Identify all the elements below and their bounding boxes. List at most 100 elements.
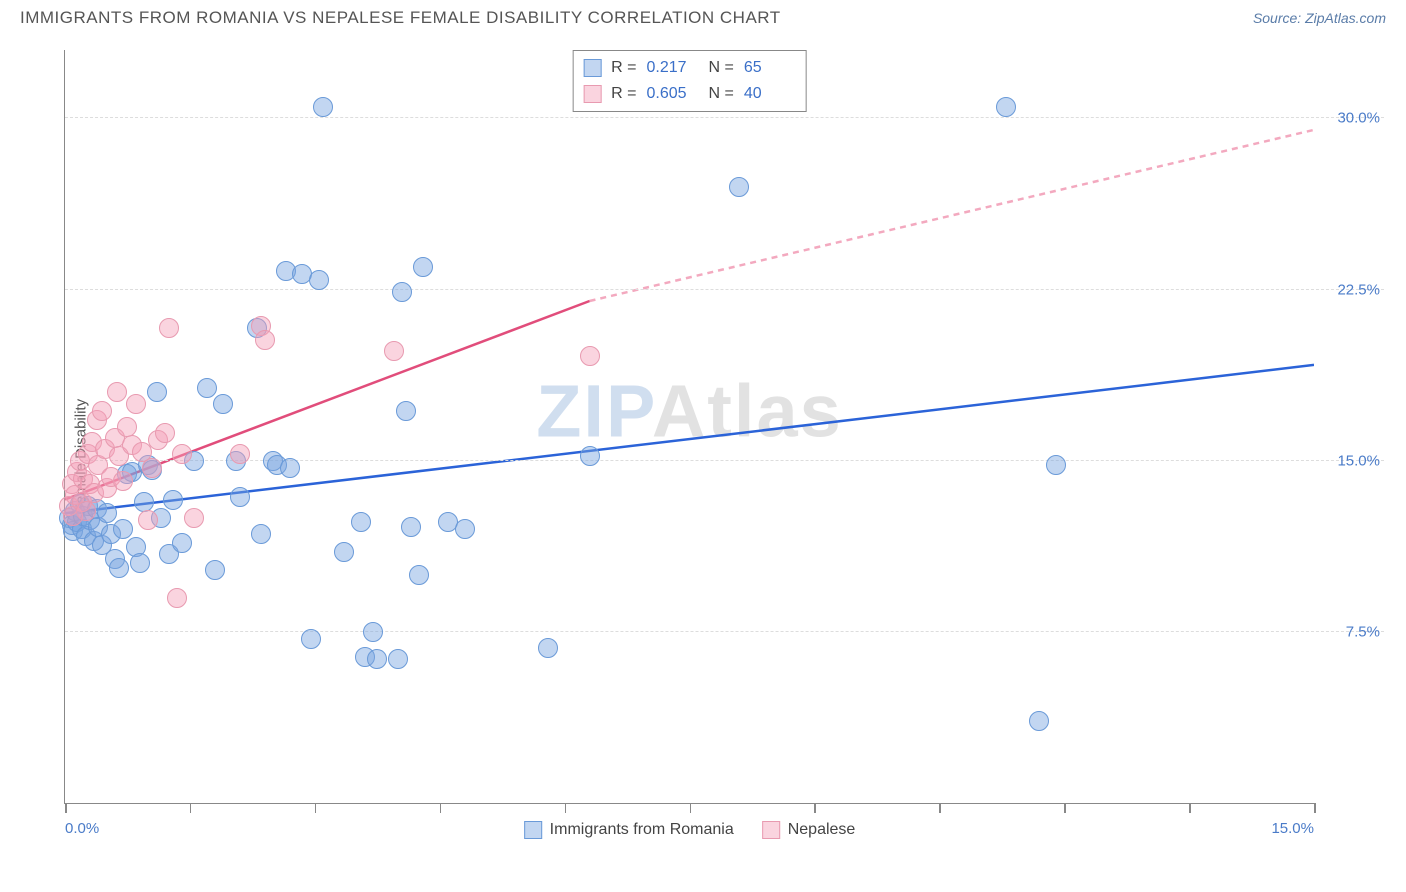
scatter-point — [130, 553, 150, 573]
stats-r-label-2: R = — [611, 85, 636, 103]
stats-row-1: R = 0.217 N = 65 — [583, 55, 796, 81]
scatter-point — [367, 649, 387, 669]
scatter-point — [392, 282, 412, 302]
legend-item-2: Nepalese — [762, 821, 856, 839]
scatter-point — [1046, 455, 1066, 475]
ytick-label: 30.0% — [1337, 110, 1380, 127]
scatter-point — [396, 401, 416, 421]
scatter-point — [996, 97, 1016, 117]
scatter-point — [113, 471, 133, 491]
scatter-point — [138, 510, 158, 530]
scatter-point — [76, 501, 96, 521]
chart-header: IMMIGRANTS FROM ROMANIA VS NEPALESE FEMA… — [0, 0, 1406, 34]
scatter-point — [147, 382, 167, 402]
scatter-point — [388, 649, 408, 669]
scatter-point — [409, 565, 429, 585]
stats-r-value-1: 0.217 — [647, 59, 699, 77]
scatter-point — [301, 629, 321, 649]
scatter-point — [1029, 711, 1049, 731]
xtick — [1064, 803, 1066, 813]
scatter-point — [455, 519, 475, 539]
scatter-point — [413, 257, 433, 277]
legend-swatch-2 — [762, 821, 780, 839]
scatter-point — [363, 622, 383, 642]
scatter-point — [92, 401, 112, 421]
gridline-h — [65, 289, 1384, 290]
legend-label-2: Nepalese — [788, 821, 856, 839]
stats-n-label-1: N = — [709, 59, 734, 77]
scatter-point — [580, 446, 600, 466]
scatter-point — [251, 524, 271, 544]
stats-r-label-1: R = — [611, 59, 636, 77]
watermark: ZIPAtlas — [536, 369, 843, 454]
scatter-point — [109, 558, 129, 578]
stats-n-value-1: 65 — [744, 59, 796, 77]
xtick — [565, 803, 567, 813]
chart-container: Female Disability ZIPAtlas R = 0.217 N =… — [20, 40, 1386, 872]
scatter-point — [401, 517, 421, 537]
scatter-point — [538, 638, 558, 658]
xtick — [1189, 803, 1191, 813]
plot-area: ZIPAtlas R = 0.217 N = 65 R = 0.605 N = … — [64, 50, 1314, 804]
ytick-label: 7.5% — [1346, 623, 1380, 640]
scatter-point — [309, 270, 329, 290]
scatter-point — [113, 519, 133, 539]
stats-row-2: R = 0.605 N = 40 — [583, 81, 796, 107]
scatter-point — [230, 444, 250, 464]
scatter-point — [197, 378, 217, 398]
gridline-h — [65, 631, 1384, 632]
scatter-point — [184, 508, 204, 528]
chart-title: IMMIGRANTS FROM ROMANIA VS NEPALESE FEMA… — [20, 8, 781, 28]
scatter-point — [213, 394, 233, 414]
scatter-point — [134, 492, 154, 512]
legend-label-1: Immigrants from Romania — [550, 821, 734, 839]
xtick — [690, 803, 692, 813]
scatter-point — [280, 458, 300, 478]
xtick — [315, 803, 317, 813]
scatter-point — [255, 330, 275, 350]
xtick-label: 0.0% — [65, 820, 99, 837]
xtick — [190, 803, 192, 813]
scatter-point — [126, 394, 146, 414]
scatter-point — [159, 318, 179, 338]
scatter-point — [172, 444, 192, 464]
stats-n-label-2: N = — [709, 85, 734, 103]
legend-swatch-1 — [524, 821, 542, 839]
ytick-label: 22.5% — [1337, 281, 1380, 298]
ytick-label: 15.0% — [1337, 452, 1380, 469]
scatter-point — [167, 588, 187, 608]
watermark-zip: ZIP — [536, 370, 652, 453]
scatter-point — [729, 177, 749, 197]
scatter-point — [142, 458, 162, 478]
scatter-point — [163, 490, 183, 510]
scatter-point — [155, 423, 175, 443]
scatter-point — [205, 560, 225, 580]
xtick — [65, 803, 67, 813]
scatter-point — [580, 346, 600, 366]
xtick — [1314, 803, 1316, 813]
bottom-legend: Immigrants from Romania Nepalese — [524, 821, 856, 839]
scatter-point — [172, 533, 192, 553]
xtick-label: 15.0% — [1271, 820, 1314, 837]
trend-lines — [65, 50, 1314, 803]
scatter-point — [107, 382, 127, 402]
xtick — [939, 803, 941, 813]
stats-swatch-1 — [583, 59, 601, 77]
stats-box: R = 0.217 N = 65 R = 0.605 N = 40 — [572, 50, 807, 112]
scatter-point — [230, 487, 250, 507]
gridline-h — [65, 117, 1384, 118]
chart-source: Source: ZipAtlas.com — [1253, 10, 1386, 26]
scatter-point — [117, 417, 137, 437]
legend-item-1: Immigrants from Romania — [524, 821, 734, 839]
stats-r-value-2: 0.605 — [647, 85, 699, 103]
stats-n-value-2: 40 — [744, 85, 796, 103]
watermark-atlas: Atlas — [652, 370, 843, 453]
scatter-point — [384, 341, 404, 361]
stats-swatch-2 — [583, 85, 601, 103]
xtick — [814, 803, 816, 813]
scatter-point — [313, 97, 333, 117]
scatter-point — [351, 512, 371, 532]
scatter-point — [334, 542, 354, 562]
scatter-point — [97, 503, 117, 523]
xtick — [440, 803, 442, 813]
